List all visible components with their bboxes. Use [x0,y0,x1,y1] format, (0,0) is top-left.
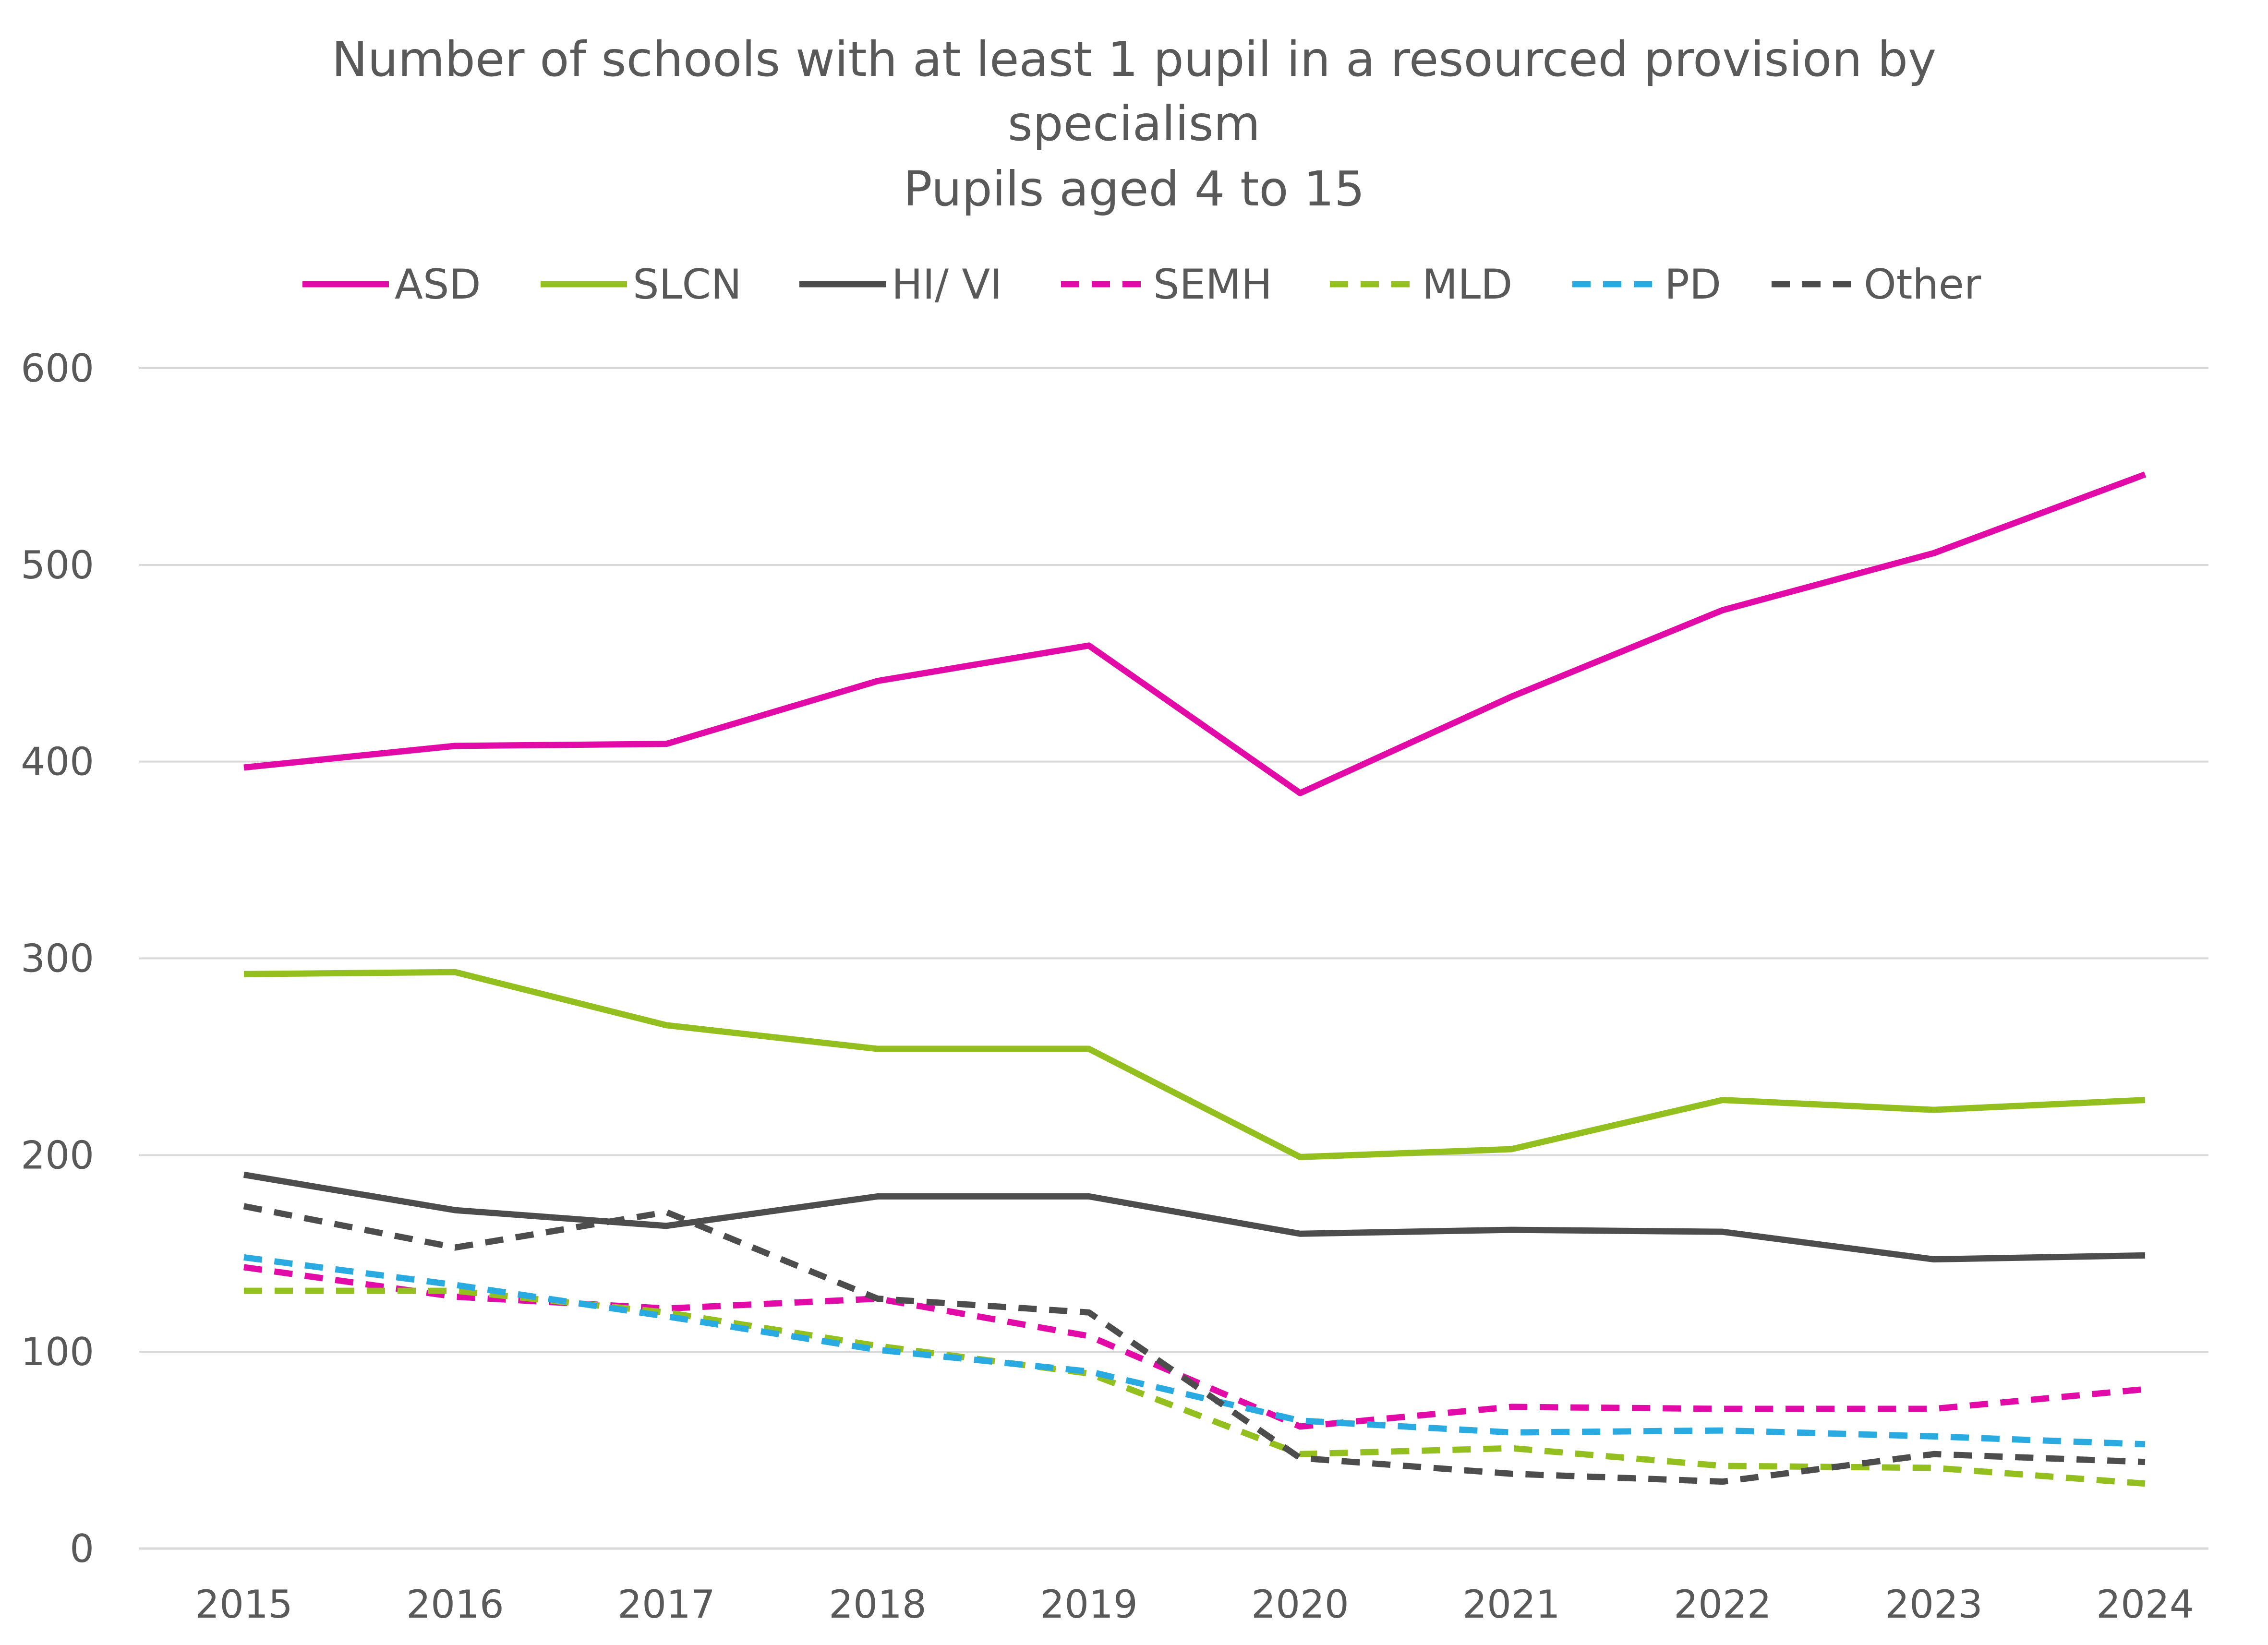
legend-label: SEMH [1153,261,1272,309]
legend-entry-other: Other [1772,261,1981,309]
legend-entry-slcn: SLCN [541,261,742,309]
x-tick-label-2023: 2023 [1885,1582,1983,1627]
y-tick-label-100: 100 [21,1330,94,1374]
legend-label: HI/ VI [892,261,1002,309]
x-tick-label-2019: 2019 [1040,1582,1138,1627]
legend-entry-pd: PD [1572,261,1721,309]
y-tick-label-600: 600 [21,346,94,391]
x-axis-ticks: 2015 2016 2017 2018 2019 2020 2021 2022 2023 2024 [195,1582,2194,1627]
legend-entry-asd: ASD [302,261,481,309]
chart-title-line-2: specialism [1008,96,1260,152]
x-tick-label-2024: 2024 [2096,1582,2194,1627]
y-axis-ticks: 0 100 200 300 400 500 600 [21,346,94,1571]
x-tick-label-2021: 2021 [1462,1582,1560,1627]
chart-title: Number of schools with at least 1 pupil … [332,31,1936,217]
y-tick-label-400: 400 [21,740,94,784]
legend-entry-hi-vi: HI/ VI [799,261,1002,309]
y-tick-label-200: 200 [21,1133,94,1177]
series-line-asd [243,471,2147,796]
x-tick-label-2015: 2015 [195,1582,293,1627]
x-tick-label-2016: 2016 [406,1582,504,1627]
chart-title-line-3: Pupils aged 4 to 15 [903,161,1364,217]
series-line-pd [243,1254,2146,1448]
legend: ASD SLCN HI/ VI SEMH MLD PD Other [302,261,1981,309]
legend-label: ASD [395,261,481,309]
legend-entry-semh: SEMH [1061,261,1272,309]
legend-label: PD [1665,261,1721,309]
legend-label: MLD [1422,261,1512,309]
series-line-slcn [243,969,2146,1160]
legend-label: SLCN [633,261,742,309]
legend-entry-mld: MLD [1330,261,1512,309]
x-tick-label-2022: 2022 [1674,1582,1772,1627]
plot-area [243,471,2147,1487]
x-tick-label-2017: 2017 [617,1582,715,1627]
series-line-other [243,1203,2146,1485]
legend-label: Other [1864,261,1981,309]
y-tick-label-300: 300 [21,937,94,981]
y-tick-label-500: 500 [21,543,94,588]
gridlines [139,367,2208,1550]
chart-title-line-1: Number of schools with at least 1 pupil … [332,31,1936,87]
series-line-hi-vi [243,1171,2146,1263]
x-tick-label-2018: 2018 [829,1582,927,1627]
y-tick-label-0: 0 [70,1526,94,1571]
series-line-semh [243,1264,2146,1430]
x-tick-label-2020: 2020 [1251,1582,1349,1627]
